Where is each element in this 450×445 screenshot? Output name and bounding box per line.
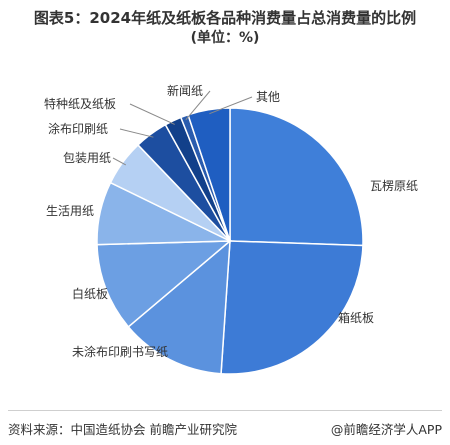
chart-title-line1: 图表5：2024年纸及纸板各品种消费量占总消费量的比例 bbox=[33, 9, 417, 27]
pie-slice bbox=[229, 107, 364, 247]
slice-label: 新闻纸 bbox=[167, 83, 203, 98]
leader-line bbox=[112, 157, 127, 166]
slice-label: 其他 bbox=[256, 90, 280, 104]
slice-label: 生活用纸 bbox=[46, 204, 94, 218]
chart-title: 图表5：2024年纸及纸板各品种消费量占总消费量的比例 (单位：%) bbox=[8, 8, 442, 48]
footer: 资料来源：中国造纸协会 前瞻产业研究院 @前瞻经济学人APP bbox=[0, 410, 450, 445]
slice-label: 包装用纸 bbox=[63, 151, 111, 165]
pie-slices bbox=[96, 107, 364, 375]
pie-slice bbox=[96, 240, 233, 328]
slice-label: 特种纸及纸板 bbox=[44, 96, 116, 111]
leader-lines bbox=[112, 90, 253, 166]
slice-label: 瓦楞原纸 bbox=[370, 178, 418, 193]
leader-line bbox=[119, 128, 154, 138]
slice-label: 涂布印刷纸 bbox=[48, 121, 108, 136]
leader-line bbox=[129, 103, 175, 125]
brand-text: @前瞻经济学人APP bbox=[330, 422, 442, 437]
slice-label: 白纸板 bbox=[72, 286, 108, 301]
leader-line bbox=[185, 90, 211, 121]
pie-slice bbox=[127, 239, 231, 375]
leader-line bbox=[209, 96, 253, 115]
pie-slice bbox=[220, 240, 364, 375]
pie-slice bbox=[187, 107, 231, 242]
source-text: 资料来源：中国造纸协会 前瞻产业研究院 bbox=[8, 422, 237, 437]
slice-label: 未涂布印刷书写纸 bbox=[72, 344, 168, 359]
slice-label: 箱纸板 bbox=[338, 310, 374, 325]
chart-subtitle: (单位：%) bbox=[190, 30, 260, 46]
footer-divider bbox=[8, 410, 442, 411]
